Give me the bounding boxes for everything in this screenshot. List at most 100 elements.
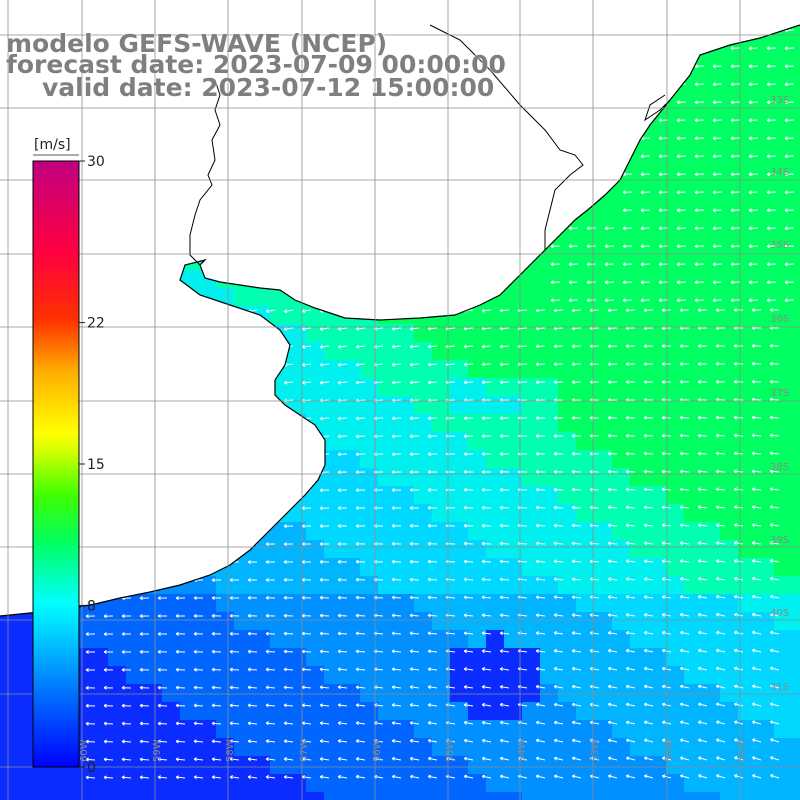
wind-arrow [553,666,564,671]
speed-cell [666,360,685,379]
wind-arrow [499,523,510,528]
wind-arrow [643,362,654,367]
wind-arrow [748,46,759,51]
speed-cell [702,486,721,505]
wind-arrow [103,739,114,744]
wind-arrow [676,208,687,213]
speed-cell [648,234,667,253]
speed-cell [684,756,703,775]
wind-arrow [733,576,744,581]
wind-arrow [697,451,708,456]
speed-cell [612,360,631,379]
wind-arrow [247,613,258,618]
wind-arrow [607,487,618,492]
wind-arrow [748,226,759,231]
wind-arrow [697,379,708,384]
speed-cell [666,702,685,721]
wind-arrow [625,630,636,635]
wind-arrow [733,469,744,474]
speed-cell [522,684,541,703]
speed-cell [756,360,775,379]
wind-arrow [535,649,546,653]
wind-arrow [175,703,186,708]
speed-cell [450,648,469,667]
wind-arrow [337,488,348,493]
wind-arrow [481,577,492,582]
speed-cell [360,486,379,505]
wind-arrow [103,667,114,672]
wind-arrow [463,595,474,600]
speed-cell [306,522,325,541]
speed-cell [252,684,271,703]
wind-arrow [121,757,132,762]
speed-cell [774,126,793,145]
wind-arrow [283,327,294,331]
wind-arrow [625,613,636,617]
speed-cell [450,774,469,793]
speed-cell [684,792,703,800]
wind-arrow [355,434,366,439]
speed-cell [468,630,487,649]
wind-arrow [481,523,492,528]
speed-cell [378,432,397,451]
wind-arrow [463,380,474,385]
speed-cell [702,450,721,469]
wind-arrow [481,487,492,492]
wind-arrow [175,685,186,690]
speed-cell [792,360,800,379]
speed-cell [738,738,757,757]
speed-cell [468,720,487,739]
speed-cell [18,738,37,757]
wind-arrow [643,523,654,528]
speed-cell [702,432,721,451]
wind-arrow [571,380,582,385]
wind-arrow [751,487,762,492]
speed-cell [288,306,307,325]
wind-arrow [769,702,780,707]
speed-cell [684,288,703,307]
wind-arrow [355,667,366,672]
speed-cell [648,720,667,739]
speed-cell [612,774,631,793]
wind-arrow [751,379,762,384]
speed-cell [792,792,800,800]
wind-arrow [481,434,492,439]
wind-arrow [607,380,618,385]
speed-cell [360,648,379,667]
speed-cell [342,738,361,757]
wind-arrow [409,380,420,385]
wind-arrow [139,596,150,601]
wind-arrow [157,757,168,762]
wind-arrow [661,595,672,599]
wind-arrow [355,559,366,564]
colorbar-tick-label: 8 [87,598,96,614]
speed-cell [432,774,451,793]
speed-cell [648,252,667,271]
wind-arrow [301,577,312,582]
speed-cell [324,792,343,800]
speed-cell [324,648,343,667]
speed-cell [486,738,505,757]
speed-cell [540,450,559,469]
wind-arrow [769,379,780,384]
wind-arrow [694,136,705,141]
forecast-date: forecast date: 2023-07-09 00:00:00 [6,50,506,79]
wind-arrow [640,298,651,303]
speed-cell [414,576,433,595]
speed-cell [702,594,721,613]
speed-cell [594,306,613,325]
speed-cell [360,630,379,649]
speed-cell [234,648,253,667]
speed-cell [414,630,433,649]
speed-cell [216,774,235,793]
wind-arrow [661,308,672,313]
wind-arrow [784,280,795,285]
wind-arrow [535,756,546,761]
speed-cell [648,612,667,631]
wind-arrow [319,524,330,529]
wind-arrow [679,379,690,384]
speed-cell [18,630,37,649]
wind-arrow [265,613,276,618]
speed-cell [450,792,469,800]
